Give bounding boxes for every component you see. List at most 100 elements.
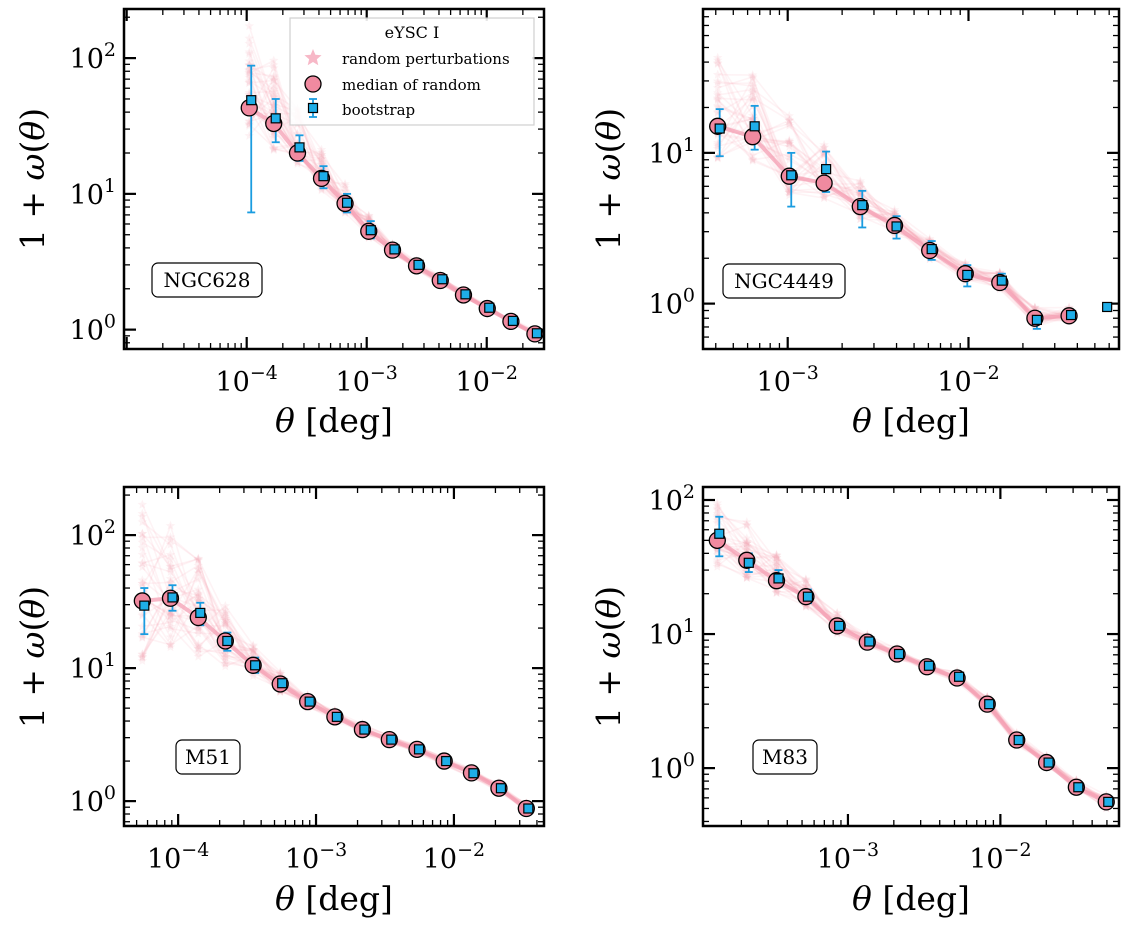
random-star-marker <box>193 594 204 604</box>
random-star-marker <box>316 158 327 168</box>
random-star-marker <box>137 652 148 662</box>
random-star-marker <box>712 561 723 571</box>
random-star-marker <box>248 671 258 681</box>
panel-ngc4449: 10−3 10−2 100 101 NGC4449 1 + ω(θ) θ [deg] <box>589 7 1121 440</box>
random-star-marker <box>712 52 723 62</box>
random-star-marker <box>248 644 258 654</box>
random-star-marker <box>165 617 176 627</box>
random-star-marker <box>712 505 723 515</box>
tick-labels: 10−4 10−3 10−2 100 101 102 <box>70 516 486 875</box>
random-star-marker <box>248 646 258 656</box>
random-star-marker <box>268 63 279 73</box>
random-star-marker <box>889 204 900 214</box>
random-star-marker <box>137 575 148 585</box>
bootstrap-markers <box>714 121 1113 325</box>
tick-labels: 10−4 10−3 10−2 100 101 102 <box>70 39 518 398</box>
x-tick-label: 10−3 <box>285 839 347 875</box>
random-star-marker <box>832 608 842 618</box>
random-star-marker <box>220 605 231 615</box>
x-tick-label: 10−4 <box>147 839 209 875</box>
random-star-marker <box>165 564 176 574</box>
random-star-marker <box>801 601 811 611</box>
bootstrap-marker <box>773 573 784 584</box>
random-star-marker <box>220 615 231 625</box>
random-star-marker <box>855 182 866 192</box>
random-star-marker <box>193 553 204 564</box>
random-star-marker <box>248 641 258 651</box>
plot-frame <box>122 485 546 828</box>
random-star-marker <box>268 75 279 85</box>
random-star-marker <box>244 48 254 58</box>
legend-title: eYSC I <box>385 23 440 42</box>
random-star-marker <box>712 503 723 513</box>
bootstrap-markers <box>714 528 1114 807</box>
bootstrap-markers <box>139 592 534 814</box>
random-star-marker <box>220 609 231 619</box>
random-star-marker <box>771 558 782 568</box>
random-star-marker <box>220 658 231 668</box>
y-tick-label: 102 <box>649 481 695 517</box>
random-star-marker <box>248 640 258 650</box>
random-star-marker <box>889 207 900 217</box>
bootstrap-marker <box>389 244 400 255</box>
bootstrap-marker <box>277 678 288 689</box>
random-star-marker <box>137 508 148 518</box>
random-star-marker <box>742 520 752 530</box>
random-star-marker <box>712 498 723 508</box>
random-star-marker <box>268 143 279 153</box>
random-star-marker <box>137 649 148 659</box>
random-star-marker <box>819 142 829 152</box>
random-star-marker <box>193 651 204 661</box>
random-star-marker <box>165 573 176 583</box>
random-star-marker <box>137 549 148 559</box>
random-star-marker <box>742 543 752 553</box>
random-star-marker <box>137 499 148 509</box>
random-star-marker <box>137 558 148 568</box>
plot-frame <box>701 485 1121 828</box>
y-tick-label: 100 <box>649 285 695 321</box>
random-star-marker <box>165 639 176 649</box>
random-star-marker <box>742 572 752 582</box>
plot-area <box>240 21 544 343</box>
random-star-marker <box>244 47 254 57</box>
random-star-marker <box>268 79 279 90</box>
random-star-marker <box>244 38 254 48</box>
random-star-marker <box>747 92 758 102</box>
random-star-marker <box>747 86 758 96</box>
random-star-marker <box>771 560 782 570</box>
random-star-marker <box>742 517 752 527</box>
random-star-marker <box>364 211 374 221</box>
random-star-marker <box>364 210 374 220</box>
panel-label: NGC4449 <box>734 269 834 293</box>
random-star-marker <box>855 176 866 186</box>
bootstrap-marker <box>139 600 150 611</box>
random-star-marker <box>137 632 148 642</box>
random-star-marker <box>784 115 795 125</box>
bootstrap-marker <box>1103 796 1114 807</box>
random-star-marker <box>193 590 204 600</box>
x-tick-label: 10−4 <box>216 362 278 398</box>
x-tick-label: 10−3 <box>757 362 819 398</box>
random-star-marker <box>165 623 176 633</box>
random-star-marker <box>193 593 204 603</box>
random-star-marker <box>712 153 723 163</box>
bootstrap-marker <box>195 607 206 619</box>
random-star-marker <box>193 646 204 656</box>
bootstrap-marker <box>1013 734 1024 746</box>
random-star-marker <box>193 555 204 565</box>
random-star-marker <box>316 149 327 159</box>
random-star-marker <box>220 618 231 628</box>
random-star-marker <box>137 649 148 659</box>
plot-area <box>133 499 535 818</box>
random-star-marker <box>137 562 148 572</box>
random-star-marker <box>712 55 723 65</box>
random-star-marker <box>193 568 204 578</box>
bootstrap-marker <box>441 755 452 767</box>
random-star-marker <box>316 185 327 195</box>
random-star-marker <box>137 528 148 538</box>
median-markers <box>133 589 535 818</box>
median-marker <box>815 174 833 192</box>
bootstrap-marker <box>786 170 797 181</box>
random-star-marker <box>712 93 723 103</box>
